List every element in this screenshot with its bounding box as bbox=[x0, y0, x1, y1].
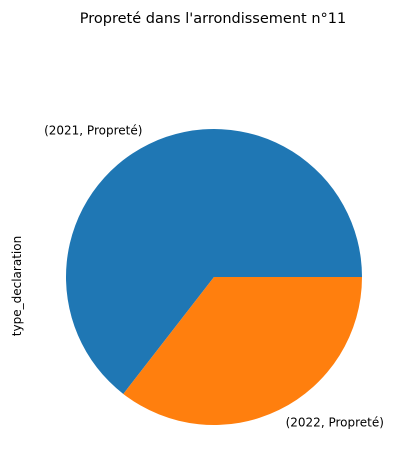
y-axis-label: type_declaration bbox=[10, 236, 24, 336]
pie-slices bbox=[66, 128, 363, 425]
pie-labels: (2021, Propreté) (2022, Propreté) bbox=[44, 123, 384, 429]
pie-slice-label-2: (2022, Propreté) bbox=[286, 416, 384, 430]
pie-slice-2 bbox=[123, 277, 362, 425]
pie-slice-1 bbox=[66, 128, 363, 394]
chart-title: Propreté dans l'arrondissement n°11 bbox=[80, 11, 346, 27]
pie-slice-label-1: (2021, Propreté) bbox=[44, 123, 142, 137]
